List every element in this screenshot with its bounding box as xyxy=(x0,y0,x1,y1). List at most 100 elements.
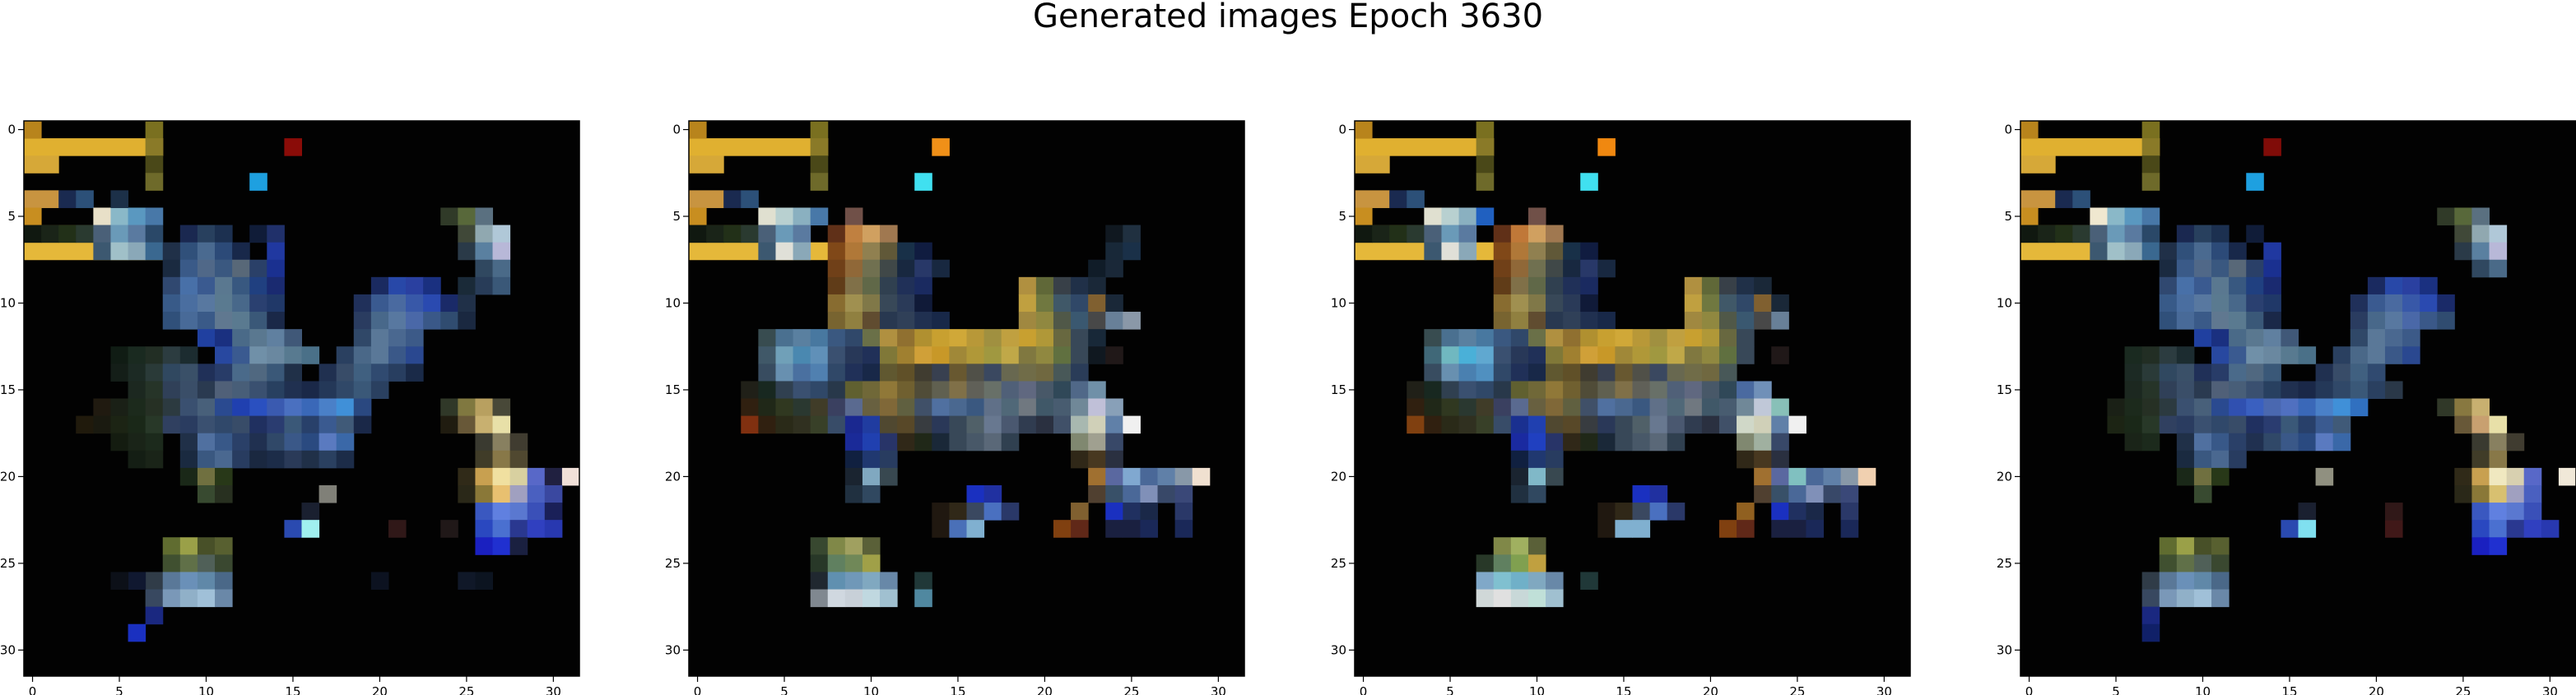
image-pixel xyxy=(897,415,915,434)
image-pixel xyxy=(1123,415,1141,434)
image-pixel xyxy=(2471,433,2490,452)
image-pixel xyxy=(932,520,950,538)
image-pixel xyxy=(110,346,129,364)
x-tick-label: 10 xyxy=(863,684,879,695)
image-pixel xyxy=(1527,589,1546,608)
image-pixel xyxy=(2384,276,2403,295)
image-pixel xyxy=(128,207,146,226)
image-pixel xyxy=(145,346,164,364)
image-pixel xyxy=(758,364,776,382)
y-tick-label: 25 xyxy=(1997,556,2012,571)
image-pixel xyxy=(2193,398,2212,417)
image-pixel xyxy=(2332,433,2351,452)
image-pixel xyxy=(267,415,285,434)
image-pixel xyxy=(1441,364,1460,382)
image-pixel xyxy=(2384,312,2403,330)
image-pixel xyxy=(1563,415,1581,434)
y-tick-label: 0 xyxy=(7,123,16,137)
image-pixel xyxy=(301,346,320,364)
image-pixel xyxy=(2298,433,2317,452)
image-pixel xyxy=(1071,381,1089,399)
image-pixel xyxy=(2159,554,2178,572)
image-pixel xyxy=(1458,329,1477,347)
image-pixel xyxy=(1424,207,1442,226)
image-pixel xyxy=(475,484,494,503)
image-pixel xyxy=(1632,364,1651,382)
image-pixel xyxy=(844,346,863,364)
image-pixel xyxy=(215,346,233,364)
image-pixel xyxy=(1597,346,1616,364)
image-pixel xyxy=(93,398,111,417)
image-pixel xyxy=(2437,312,2455,330)
image-pixel xyxy=(880,346,898,364)
image-pixel xyxy=(215,398,233,417)
image-pixel xyxy=(1476,155,1495,174)
image-pixel xyxy=(215,415,233,434)
image-pixel xyxy=(301,381,320,399)
image-pixel xyxy=(689,138,829,156)
image-pixel xyxy=(145,225,164,243)
x-tick-label: 10 xyxy=(1529,684,1545,695)
image-pixel xyxy=(93,415,111,434)
image-pixel xyxy=(1701,329,1720,347)
image-pixel xyxy=(1355,138,1495,156)
image-pixel xyxy=(492,225,511,243)
image-pixel xyxy=(2124,433,2143,452)
image-pixel xyxy=(949,346,967,364)
image-pixel xyxy=(1563,276,1581,295)
image-pixel xyxy=(827,572,846,591)
image-pixel xyxy=(932,415,950,434)
image-pixel xyxy=(2246,259,2264,278)
image-pixel xyxy=(2159,294,2178,313)
image-pixel xyxy=(24,190,59,208)
image-pixel xyxy=(145,415,164,434)
image-pixel xyxy=(2072,190,2090,208)
image-pixel xyxy=(1441,329,1460,347)
image-pixel xyxy=(793,398,811,417)
image-pixel xyxy=(1035,294,1054,313)
image-pixel xyxy=(844,242,863,261)
image-pixel xyxy=(492,503,511,521)
image-pixel xyxy=(2315,433,2334,452)
image-pixel xyxy=(492,398,511,417)
image-pixel xyxy=(162,259,181,278)
image-pixel xyxy=(110,433,129,452)
image-pixel xyxy=(509,520,528,538)
image-pixel xyxy=(336,364,355,382)
image-pixel xyxy=(949,381,967,399)
image-pixel xyxy=(810,572,829,591)
image-pixel xyxy=(1546,346,1564,364)
image-pixel xyxy=(793,225,811,243)
image-pixel xyxy=(1615,398,1633,417)
image-pixel xyxy=(2193,572,2212,591)
image-pixel xyxy=(1088,312,1106,330)
image-pixel xyxy=(1771,294,1789,313)
image-pixel xyxy=(353,329,372,347)
image-pixel xyxy=(1546,467,1564,486)
image-pixel xyxy=(1389,225,1407,243)
x-tick-label: 5 xyxy=(780,684,788,695)
image-pixel xyxy=(2506,433,2525,452)
image-pixel xyxy=(983,484,1002,503)
x-tick-label: 20 xyxy=(2369,684,2384,695)
image-pixel xyxy=(2489,450,2508,469)
image-pixel xyxy=(1667,503,1686,521)
y-tick-label: 25 xyxy=(1331,556,1346,571)
image-pixel xyxy=(128,346,146,364)
image-pixel xyxy=(1510,364,1529,382)
image-pixel xyxy=(1424,329,1442,347)
image-pixel xyxy=(2211,364,2230,382)
image-pixel xyxy=(24,138,164,156)
image-pixel xyxy=(179,259,198,278)
image-pixel xyxy=(249,259,267,278)
image-pixel xyxy=(301,450,320,469)
image-pixel xyxy=(758,242,776,261)
image-pixel xyxy=(1510,537,1529,555)
image-pixel xyxy=(983,503,1002,521)
image-pixel xyxy=(2055,190,2073,208)
image-pixel xyxy=(983,415,1002,434)
image-pixel xyxy=(1001,329,1020,347)
image-pixel xyxy=(897,259,915,278)
image-pixel xyxy=(2211,433,2230,452)
image-pixel xyxy=(197,381,216,399)
